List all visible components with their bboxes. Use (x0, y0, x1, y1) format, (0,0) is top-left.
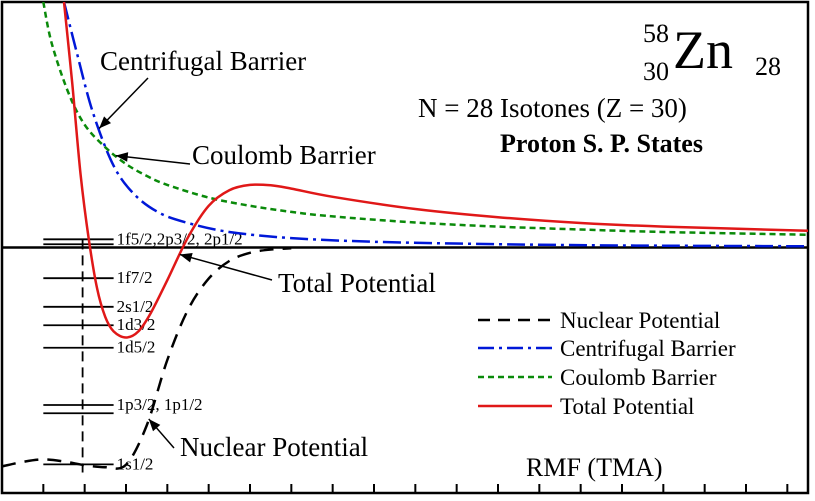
arrow-centrifugal-barrier (98, 77, 149, 129)
energy-level-label: 1s1/2 (117, 454, 154, 473)
series-line-total (62, 2, 808, 339)
series-line-nuclear (2, 247, 292, 470)
title-element: Zn (673, 20, 733, 80)
annotation-centrifugal-barrier: Centrifugal Barrier (100, 46, 306, 76)
energy-level-label: 1p3/2, 1p1/2 (117, 395, 203, 414)
potential-curves (2, 2, 808, 470)
arrow-total-potential (179, 253, 273, 281)
legend-label-coulomb: Coulomb Barrier (560, 365, 717, 390)
arrow-nuclear-potential (148, 418, 175, 449)
legend-label-nuclear: Nuclear Potential (560, 308, 720, 333)
legend-label-total: Total Potential (560, 394, 694, 419)
title-mass-number: 58 (643, 19, 669, 48)
series-line-coulomb (42, 2, 808, 237)
energy-level-label: 1d3/2 (117, 315, 156, 334)
subtitle-line-2: Proton S. P. States (500, 129, 703, 158)
energy-level-label: 1f5/2,2p3/2, 2p1/2 (117, 229, 243, 248)
annotation-nuclear-potential: Nuclear Potential (180, 432, 368, 462)
method-label: RMF (TMA) (526, 453, 663, 482)
legend-label-centrifugal: Centrifugal Barrier (560, 336, 736, 361)
energy-level-label: 2s1/2 (117, 297, 154, 316)
energy-level-label: 1d5/2 (117, 338, 156, 357)
legend: Nuclear Potential Centrifugal Barrier Co… (478, 308, 736, 419)
arrow-coulomb-barrier (115, 152, 191, 165)
energy-level-label: 1f7/2 (117, 268, 153, 287)
annotation-coulomb-barrier: Coulomb Barrier (192, 140, 376, 170)
title-atomic-number: 30 (643, 57, 669, 86)
x-axis-ticks (1, 484, 789, 493)
title-neutron-number: 28 (755, 52, 781, 81)
annotation-total-potential: Total Potential (278, 268, 436, 298)
series-line-centrifugal (62, 2, 808, 248)
subtitle-line-1: N = 28 Isotones (Z = 30) (418, 93, 687, 123)
annotation-arrows (98, 77, 273, 449)
